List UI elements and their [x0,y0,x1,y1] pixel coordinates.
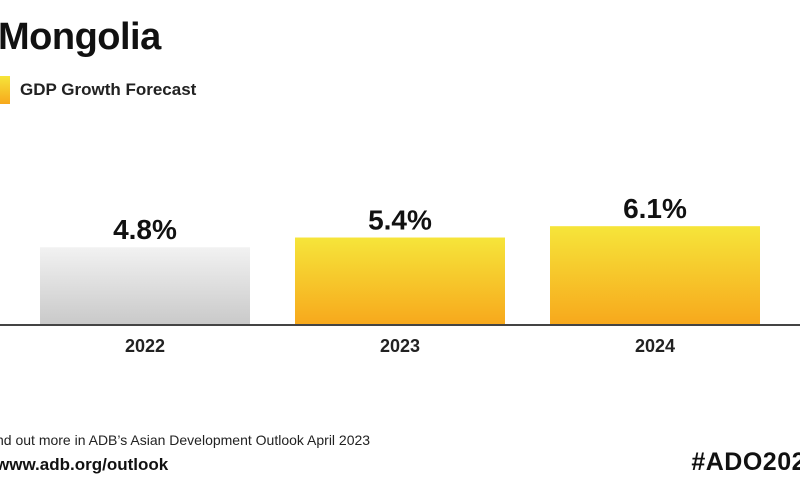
footer-url-link[interactable]: www.adb.org/outlook [0,455,169,474]
legend: GDP Growth Forecast [0,76,196,104]
bar-2022 [40,247,250,325]
chart-title: Mongolia [0,16,161,58]
x-tick-label-2022: 2022 [125,336,165,356]
x-tick-label-2024: 2024 [635,336,675,356]
footer-note: nd out more in ADB’s Asian Development O… [0,432,371,448]
data-label-2023: 5.4% [368,205,432,236]
legend-label: GDP Growth Forecast [20,80,197,99]
x-tick-label-2023: 2023 [380,336,420,356]
footer-hashtag: #ADO202 [691,448,800,476]
bar-2023 [295,237,505,325]
bar-2024 [550,226,760,325]
data-label-2024: 6.1% [623,193,687,224]
legend-swatch [0,76,10,104]
data-label-2022: 4.8% [113,214,177,245]
